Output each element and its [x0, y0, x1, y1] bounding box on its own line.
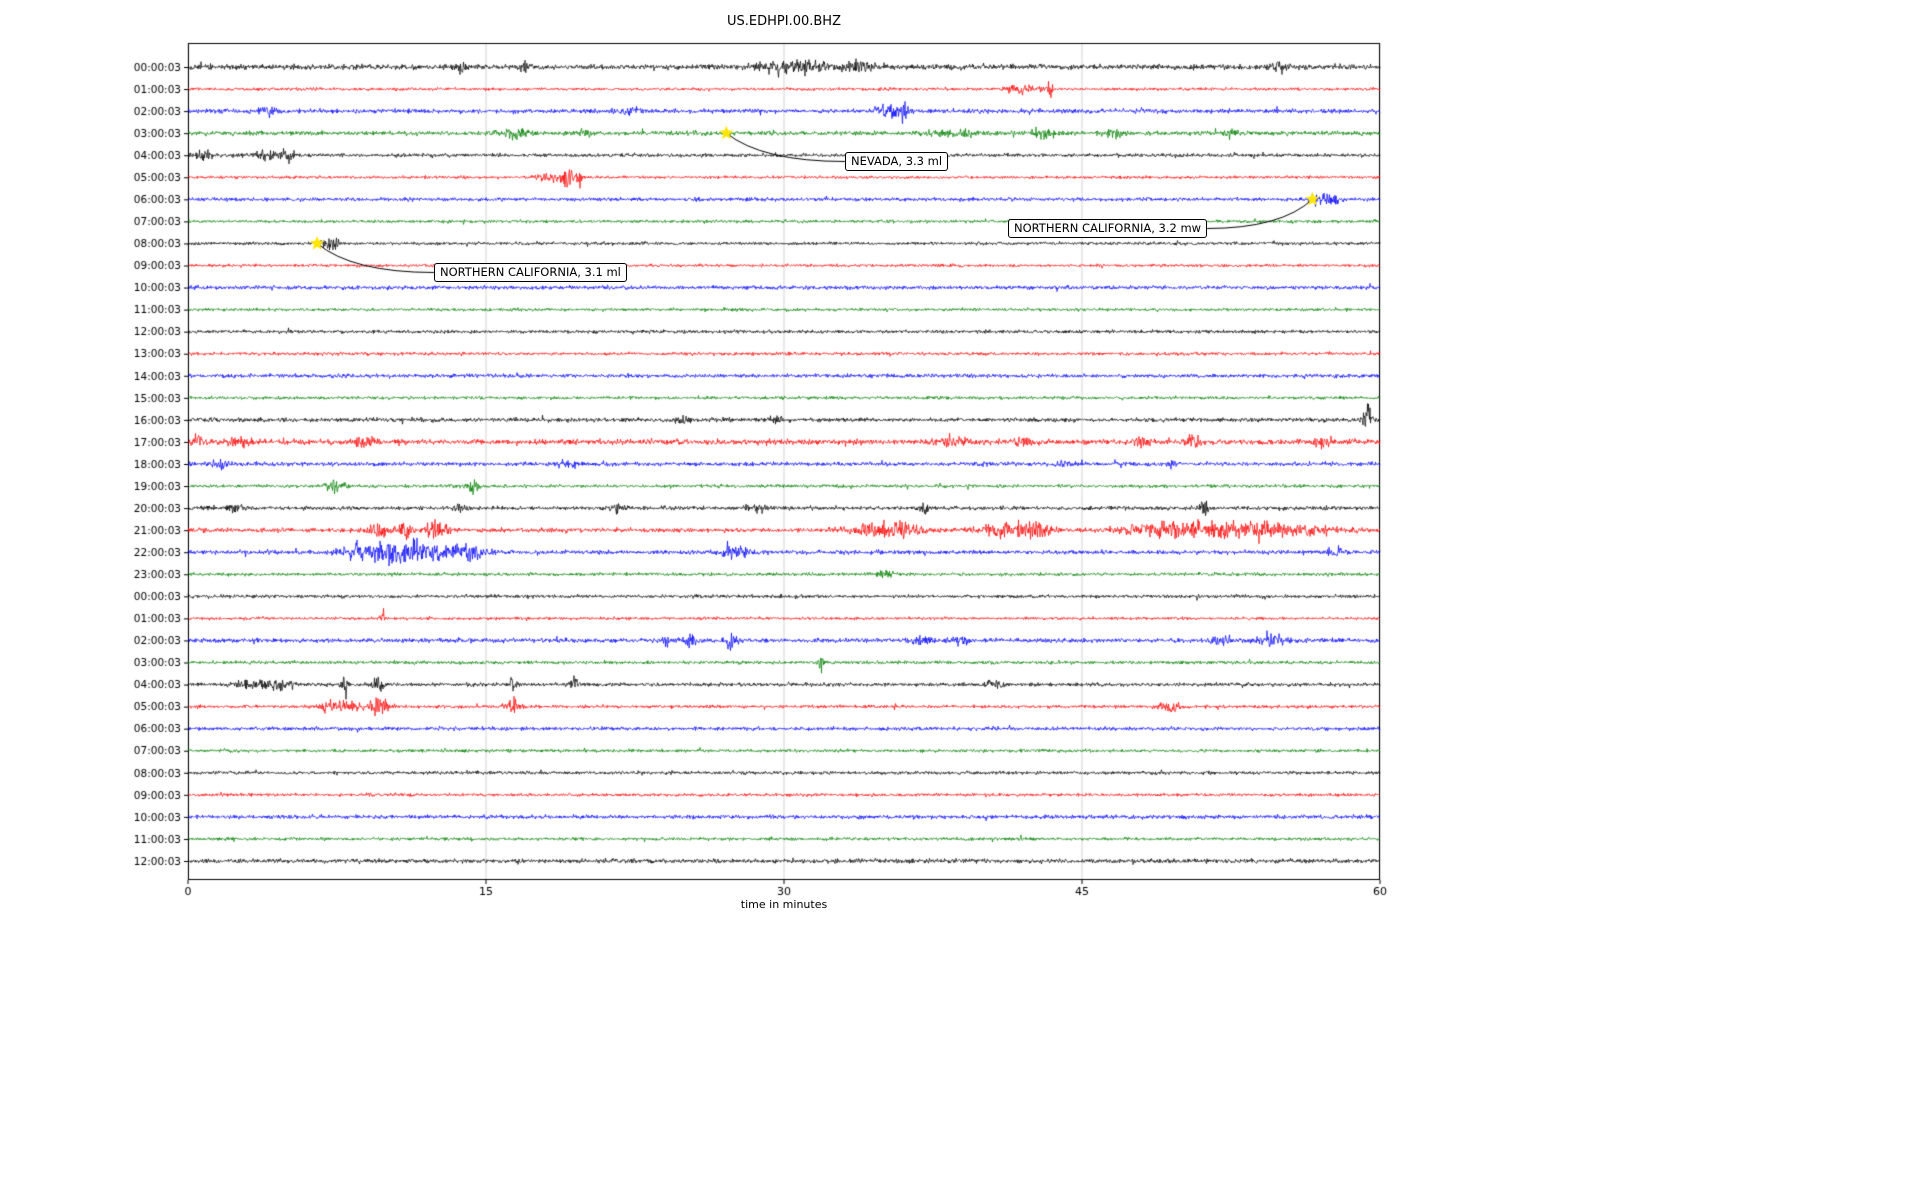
x-axis-label: time in minutes [740, 898, 828, 911]
event-annotation: NEVADA, 3.3 ml [845, 152, 949, 171]
event-annotation: NORTHERN CALIFORNIA, 3.1 ml [434, 263, 627, 282]
event-annotation: NORTHERN CALIFORNIA, 3.2 mw [1008, 219, 1208, 238]
chart-title: US.EDHPI.00.BHZ [727, 14, 841, 29]
